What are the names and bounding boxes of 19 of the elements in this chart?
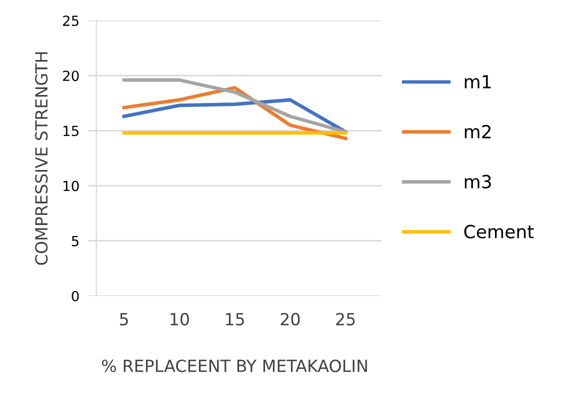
x-axis-title: % REPLACEENT BY METAKAOLIN [102, 360, 367, 372]
legend-label: m2 [464, 124, 491, 138]
legend-label: m3 [464, 174, 491, 188]
line-series [122, 78, 348, 134]
y-tick-label: 5 [72, 236, 78, 246]
x-tick-label: 5 [120, 313, 128, 326]
y-tick-label: 25 [63, 16, 78, 26]
x-tick-label: 20 [280, 312, 300, 326]
legend-label: Cement [464, 224, 534, 238]
y-tick-label: 0 [72, 290, 79, 302]
y-tick-label: 15 [64, 126, 78, 136]
x-tick-label: 10 [170, 312, 189, 326]
y-tick-label: 10 [64, 180, 79, 192]
legend-label: m1 [464, 75, 491, 88]
x-tick-label: 25 [336, 312, 355, 326]
y-axis-title: COMPRESSIVE STRENGTH [35, 52, 48, 265]
y-tick-label: 20 [63, 70, 79, 82]
x-tick-label: 15 [226, 313, 244, 326]
line-series [122, 98, 348, 134]
